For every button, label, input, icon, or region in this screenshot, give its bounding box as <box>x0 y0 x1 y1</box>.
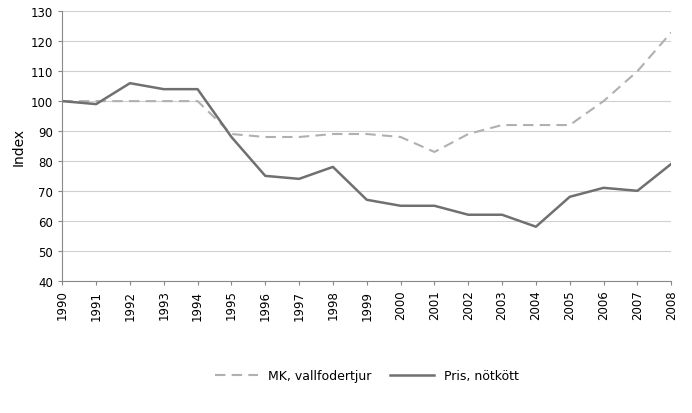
Y-axis label: Index: Index <box>11 128 26 166</box>
Legend: MK, vallfodertjur, Pris, nötkött: MK, vallfodertjur, Pris, nötkött <box>210 364 524 387</box>
